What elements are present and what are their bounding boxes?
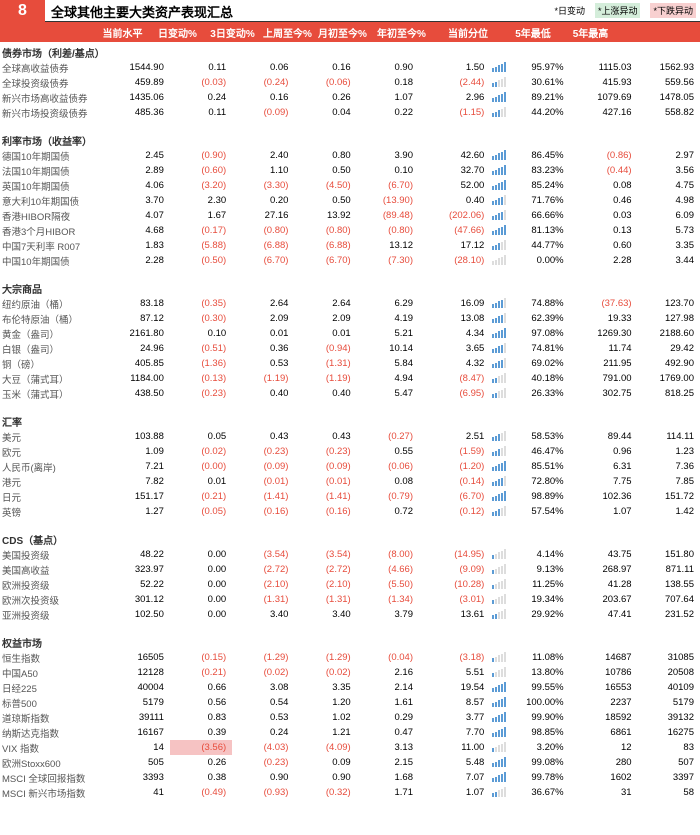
table-row: 德国10年期国债2.45(0.90)2.400.803.9042.6086.45… bbox=[0, 148, 700, 163]
table-row: 玉米（蒲式耳）438.50(0.23)0.400.405.47(6.95)26.… bbox=[0, 386, 700, 401]
table-row: 铜（磅）405.85(1.36)0.53(1.31)5.844.3269.02%… bbox=[0, 356, 700, 371]
table-row: MSCI 全球回报指数33930.380.900.901.687.0799.78… bbox=[0, 770, 700, 785]
page-title: 全球其他主要大类资产表现汇总 bbox=[45, 0, 554, 22]
table-row: 日经225400040.663.083.352.1419.5499.55%165… bbox=[0, 680, 700, 695]
table-row: 港元7.820.01(0.01)(0.01)0.08(0.14)72.80%7.… bbox=[0, 474, 700, 489]
data-table: 债券市场（利差/基点）全球高收益债券1544.900.110.060.160.9… bbox=[0, 42, 700, 810]
table-row: 美元103.880.050.430.43(0.27)2.5158.53%89.4… bbox=[0, 429, 700, 444]
legend-up: *上涨异动 bbox=[595, 3, 641, 18]
section-header: 权益市场 bbox=[0, 632, 700, 650]
table-row: 香港3个月HIBOR4.68(0.17)(0.80)(0.80)(0.80)(4… bbox=[0, 223, 700, 238]
table-row: 英国10年期国债4.06(3.20)(3.30)(4.50)(6.70)52.0… bbox=[0, 178, 700, 193]
table-row: 日元151.17(0.21)(1.41)(1.41)(0.79)(6.70)98… bbox=[0, 489, 700, 504]
table-row: 欧洲Stoxx6005050.26(0.23)0.092.155.4899.08… bbox=[0, 755, 700, 770]
table-row: 亚洲投资级102.500.003.403.403.7913.6129.92%47… bbox=[0, 607, 700, 622]
table-row: 恒生指数16505(0.15)(1.29)(1.29)(0.04)(3.18)1… bbox=[0, 650, 700, 665]
table-row: 法国10年期国债2.89(0.60)1.100.500.1032.7083.23… bbox=[0, 163, 700, 178]
table-row: 纳斯达克指数161670.390.241.210.477.7098.85%686… bbox=[0, 725, 700, 740]
table-row: 布伦特原油（桶）87.12(0.30)2.092.094.1913.0862.3… bbox=[0, 311, 700, 326]
table-row: 白银（盎司）24.96(0.51)0.36(0.94)10.143.6574.8… bbox=[0, 341, 700, 356]
table-row: 欧洲次投资级301.120.00(1.31)(1.31)(1.34)(3.01)… bbox=[0, 592, 700, 607]
table-row: 中国A5012128(0.21)(0.02)(0.02)2.165.5113.8… bbox=[0, 665, 700, 680]
table-row: 美国投资级48.220.00(3.54)(3.54)(8.00)(14.95)4… bbox=[0, 547, 700, 562]
legend: *日变动 *上涨异动 *下跌异动 bbox=[554, 0, 700, 22]
page-number: 8 bbox=[0, 0, 45, 22]
table-row: 英镑1.27(0.05)(0.16)(0.16)0.72(0.12)57.54%… bbox=[0, 504, 700, 519]
table-row: 欧洲投资级52.220.00(2.10)(2.10)(5.50)(10.28)1… bbox=[0, 577, 700, 592]
table-row: VIX 指数14(3.56)(4.03)(4.09)3.1311.003.20%… bbox=[0, 740, 700, 755]
table-row: 道琼斯指数391110.830.531.020.293.7799.90%1859… bbox=[0, 710, 700, 725]
table-row: 欧元1.09(0.02)(0.23)(0.23)0.55(1.59)46.47%… bbox=[0, 444, 700, 459]
section-header: 汇率 bbox=[0, 411, 700, 429]
section-header: CDS（基点） bbox=[0, 529, 700, 547]
table-row: 香港HIBOR隔夜4.071.6727.1613.92(89.48)(202.0… bbox=[0, 208, 700, 223]
table-row: MSCI 新兴市场指数41(0.49)(0.93)(0.32)1.711.073… bbox=[0, 785, 700, 800]
table-row: 意大利10年期国债3.702.300.200.50(13.90)0.4071.7… bbox=[0, 193, 700, 208]
table-row: 全球高收益债券1544.900.110.060.160.901.5095.97%… bbox=[0, 60, 700, 75]
section-header: 大宗商品 bbox=[0, 278, 700, 296]
table-row: 纽约原油（桶）83.18(0.35)2.642.646.2916.0974.88… bbox=[0, 296, 700, 311]
section-header: 债券市场（利差/基点） bbox=[0, 42, 700, 60]
legend-down: *下跌异动 bbox=[650, 3, 696, 18]
table-row: 黄金（盎司）2161.800.100.010.015.214.3497.08%1… bbox=[0, 326, 700, 341]
table-row: 新兴市场高收益债券1435.060.240.160.261.072.9689.2… bbox=[0, 90, 700, 105]
legend-daily: *日变动 bbox=[554, 4, 585, 17]
table-row: 中国7天利率 R0071.83(5.88)(6.88)(6.88)13.1217… bbox=[0, 238, 700, 253]
table-row: 标普50051790.560.541.201.618.57100.00%2237… bbox=[0, 695, 700, 710]
table-row: 新兴市场投资级债券485.360.11(0.09)0.040.22(1.15)4… bbox=[0, 105, 700, 120]
table-row: 大豆（蒲式耳）1184.00(0.13)(1.19)(1.19)4.94(8.4… bbox=[0, 371, 700, 386]
table-row: 中国10年期国债2.28(0.50)(6.70)(6.70)(7.30)(28.… bbox=[0, 253, 700, 268]
column-header: 当前水平 日变动% 3日变动% 上周至今% 月初至今% 年初至今% 当前分位 5… bbox=[0, 22, 700, 42]
table-row: 人民币(离岸)7.21(0.00)(0.09)(0.09)(0.06)(1.20… bbox=[0, 459, 700, 474]
section-header: 利率市场（收益率） bbox=[0, 130, 700, 148]
table-row: 美国高收益323.970.00(2.72)(2.72)(4.66)(9.09)9… bbox=[0, 562, 700, 577]
table-row: 全球投资级债券459.89(0.03)(0.24)(0.06)0.18(2.44… bbox=[0, 75, 700, 90]
